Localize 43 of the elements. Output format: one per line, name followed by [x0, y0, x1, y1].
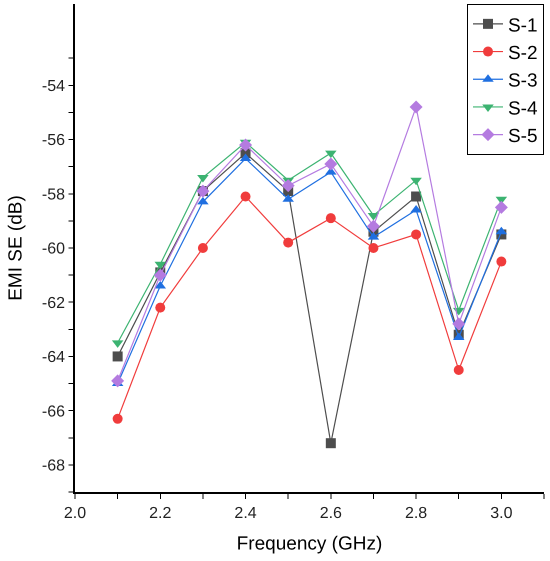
- point: [111, 374, 124, 388]
- legend-label: S-4: [508, 98, 538, 120]
- point: [326, 213, 336, 224]
- point: [324, 157, 338, 170]
- x-tick-label: 2.2: [149, 504, 172, 522]
- point: [240, 191, 251, 202]
- point: [198, 243, 208, 253]
- legend-label: S-2: [508, 42, 538, 64]
- point: [496, 256, 506, 267]
- y-tick-label: -54: [42, 78, 66, 95]
- y-tick-label: -68: [42, 457, 66, 474]
- y-tick-label: -60: [42, 240, 66, 258]
- point: [326, 438, 336, 448]
- point: [452, 317, 466, 330]
- x-tick-label: 2.4: [234, 504, 257, 522]
- point: [112, 414, 123, 424]
- legend-label: S-1: [508, 15, 538, 36]
- point: [239, 138, 252, 152]
- x-axis-title: Frequency (GHz): [236, 533, 382, 554]
- point: [368, 243, 378, 253]
- legend-label: S-5: [508, 126, 538, 148]
- point: [155, 302, 166, 313]
- y-tick-label: -64: [42, 349, 66, 366]
- point: [411, 229, 422, 240]
- point: [454, 365, 464, 375]
- point: [410, 100, 423, 114]
- legend-label: S-3: [508, 70, 538, 92]
- y-tick-label: -56: [42, 132, 66, 150]
- y-tick-label: -66: [42, 403, 66, 420]
- point: [112, 351, 123, 362]
- y-tick-label: -58: [42, 186, 66, 204]
- x-tick-label: 2.0: [64, 504, 86, 522]
- point: [282, 179, 295, 192]
- y-axis-title: EMI SE (dB): [5, 195, 26, 301]
- x-tick-label: 2.8: [404, 504, 428, 522]
- point: [154, 268, 167, 282]
- point: [366, 220, 380, 233]
- y-tick-label: -62: [42, 294, 66, 312]
- point: [411, 191, 422, 202]
- x-tick-label: 2.6: [320, 504, 342, 522]
- point: [283, 238, 294, 248]
- x-tick-label: 3.0: [490, 504, 513, 522]
- point: [494, 200, 508, 214]
